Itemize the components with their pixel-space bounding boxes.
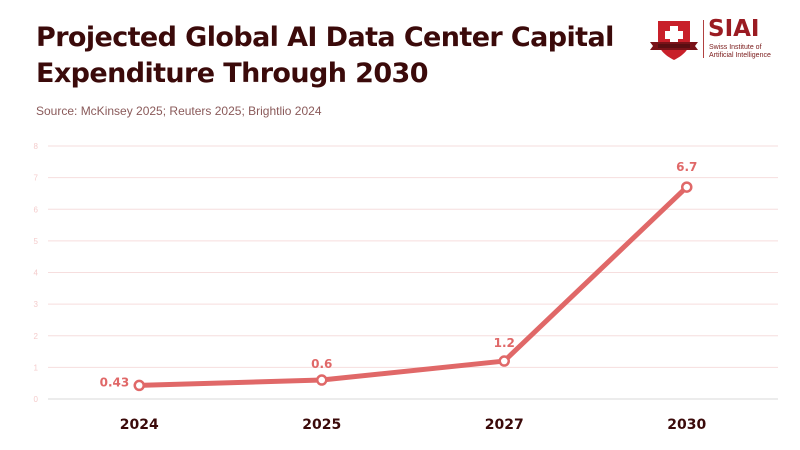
- chart-title-line-2: Expenditure Through 2030: [36, 58, 428, 89]
- series-line-group: [133, 181, 693, 392]
- series-line: [136, 184, 690, 388]
- logo-subtitle-line-2: Artificial Intelligence: [709, 52, 771, 59]
- data-point: [498, 355, 510, 367]
- y-tick-label: 5: [34, 237, 39, 246]
- x-tick-label: 2025: [302, 417, 341, 433]
- chart-source: Source: McKinsey 2025; Reuters 2025; Bri…: [36, 104, 322, 118]
- data-label: 0.43: [100, 375, 130, 389]
- data-point: [133, 379, 145, 392]
- chart-title-line-1: Projected Global AI Data Center Capital: [36, 22, 614, 53]
- data-labels: 0.43 0.6 1.2 6.7: [100, 160, 698, 389]
- data-label: 6.7: [676, 160, 697, 174]
- data-label: 1.2: [494, 336, 515, 350]
- x-tick-label: 2024: [120, 417, 159, 433]
- y-tick-label: 1: [34, 363, 39, 372]
- y-tick-label: 2: [34, 332, 39, 341]
- logo-subtitle-line-1: Swiss Institute of: [709, 44, 762, 51]
- y-axis-ticks: 0 1 2 3 4 5 6 7 8: [34, 142, 39, 404]
- x-axis-ticks: 2024 2025 2027 2030: [120, 417, 707, 433]
- data-point: [681, 181, 693, 193]
- data-point: [316, 374, 328, 386]
- x-tick-label: 2027: [485, 417, 524, 433]
- siai-logo: SIAI Swiss Institute of Artificial Intel…: [648, 16, 778, 62]
- y-tick-label: 6: [34, 205, 39, 214]
- y-tick-label: 4: [34, 269, 39, 278]
- x-tick-label: 2030: [667, 417, 706, 433]
- y-tick-label: 7: [34, 174, 39, 183]
- y-tick-label: 8: [34, 142, 39, 151]
- y-tick-label: 3: [34, 300, 39, 309]
- logo-name: SIAI: [708, 16, 760, 42]
- y-tick-label: 0: [34, 395, 39, 404]
- logo-subtitle: Swiss Institute of Artificial Intelligen…: [709, 44, 771, 60]
- chart-title: Projected Global AI Data Center Capital …: [36, 20, 636, 92]
- gridlines: [48, 145, 778, 400]
- data-label: 0.6: [311, 357, 332, 371]
- logo-divider: [703, 20, 704, 58]
- shield-cross-icon: [650, 21, 698, 60]
